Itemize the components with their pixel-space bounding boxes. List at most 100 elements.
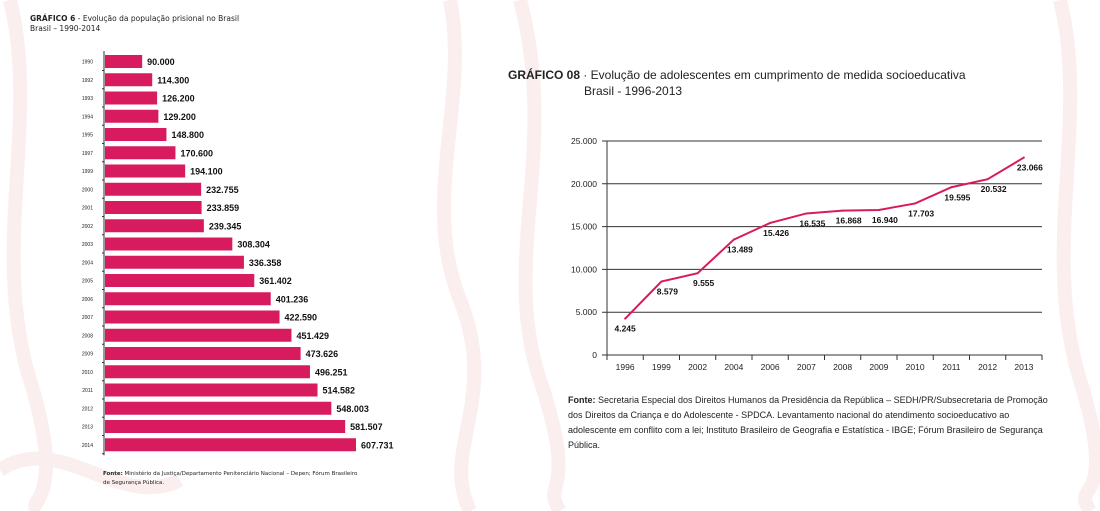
data-label: 16.868 bbox=[836, 216, 862, 226]
x-tick-label: 1999 bbox=[652, 362, 671, 372]
data-label: 607.731 bbox=[361, 440, 394, 450]
right-chart-source: Fonte: Secretaria Especial dos Direitos … bbox=[568, 393, 1058, 453]
data-label: 8.579 bbox=[657, 287, 679, 297]
data-label: 233.859 bbox=[207, 203, 240, 213]
data-point bbox=[732, 238, 735, 241]
data-label: 17.703 bbox=[908, 208, 934, 218]
left-chart-subtitle: Brasil – 1990-2014 bbox=[30, 24, 101, 33]
category-label: 2007 bbox=[82, 315, 93, 321]
category-label: 1994 bbox=[82, 114, 93, 120]
data-label: 16.940 bbox=[872, 215, 898, 225]
data-label: 548.003 bbox=[336, 404, 369, 414]
data-label: 232.755 bbox=[206, 185, 239, 195]
x-tick-label: 2002 bbox=[688, 362, 707, 372]
data-point bbox=[660, 280, 663, 283]
bar bbox=[105, 401, 332, 415]
right-title-bold: GRÁFICO 08 bbox=[508, 68, 581, 82]
data-point bbox=[769, 221, 772, 224]
data-point bbox=[877, 208, 880, 211]
bar bbox=[105, 365, 310, 379]
bar bbox=[105, 438, 356, 452]
data-label: 581.507 bbox=[350, 422, 383, 432]
y-tick-label: 5.000 bbox=[576, 307, 598, 317]
bar bbox=[105, 55, 143, 68]
x-tick-label: 2011 bbox=[942, 362, 961, 372]
data-label: 129.200 bbox=[163, 112, 196, 122]
x-tick-label: 2008 bbox=[833, 362, 852, 372]
bar bbox=[105, 109, 159, 123]
x-tick-label: 2013 bbox=[1014, 362, 1033, 372]
bar bbox=[105, 328, 292, 342]
category-label: 2011 bbox=[82, 388, 93, 394]
data-point bbox=[1022, 156, 1025, 159]
data-label: 114.300 bbox=[157, 75, 189, 85]
bar bbox=[105, 383, 318, 397]
category-label: 2013 bbox=[82, 425, 93, 431]
bar bbox=[105, 91, 158, 105]
category-label: 1993 bbox=[82, 96, 93, 102]
x-tick-label: 2004 bbox=[724, 362, 743, 372]
y-tick-label: 10.000 bbox=[571, 264, 597, 274]
y-tick-label: 0 bbox=[592, 350, 597, 360]
category-label: 2014 bbox=[82, 443, 93, 449]
data-label: 422.590 bbox=[285, 313, 318, 323]
right-title-rest: · Evolução de adolescentes em cumpriment… bbox=[580, 68, 966, 82]
bar bbox=[105, 292, 271, 306]
data-label: 16.535 bbox=[799, 218, 825, 228]
data-label: 473.626 bbox=[306, 349, 339, 359]
data-label: 194.100 bbox=[190, 167, 223, 177]
bar bbox=[105, 73, 153, 87]
category-label: 1992 bbox=[82, 78, 93, 84]
right-source-text: Secretaria Especial dos Direitos Humanos… bbox=[568, 395, 1048, 450]
right-source-bold: Fonte: bbox=[568, 395, 596, 405]
data-label: 451.429 bbox=[296, 331, 329, 341]
data-label: 19.595 bbox=[944, 192, 970, 202]
data-label: 20.532 bbox=[981, 184, 1007, 194]
data-label: 514.582 bbox=[323, 386, 356, 396]
bar bbox=[105, 237, 233, 251]
data-label: 148.800 bbox=[171, 130, 204, 140]
bar bbox=[105, 128, 167, 141]
data-point bbox=[696, 272, 699, 275]
category-label: 2012 bbox=[82, 406, 93, 412]
data-label: 15.426 bbox=[763, 228, 789, 238]
data-label: 13.489 bbox=[727, 245, 753, 255]
bar bbox=[105, 164, 186, 178]
x-tick-label: 2010 bbox=[906, 362, 925, 372]
y-tick-label: 25.000 bbox=[571, 136, 597, 146]
bar bbox=[105, 219, 204, 233]
bar bbox=[105, 420, 346, 433]
category-label: 1990 bbox=[82, 60, 93, 66]
data-label: 23.066 bbox=[1017, 163, 1043, 173]
data-point bbox=[914, 202, 917, 205]
category-label: 2003 bbox=[82, 242, 93, 248]
y-tick-label: 15.000 bbox=[571, 222, 597, 232]
data-point bbox=[841, 209, 844, 212]
category-label: 2001 bbox=[82, 206, 93, 212]
bar bbox=[105, 182, 202, 196]
x-tick-label: 2007 bbox=[797, 362, 816, 372]
x-tick-label: 2012 bbox=[978, 362, 997, 372]
data-label: 496.251 bbox=[315, 367, 348, 377]
category-label: 2005 bbox=[82, 279, 93, 285]
bar bbox=[105, 347, 301, 360]
right-chart-subtitle: Brasil - 1996-2013 bbox=[584, 84, 683, 98]
data-label: 308.304 bbox=[237, 240, 270, 250]
x-tick-label: 2009 bbox=[869, 362, 888, 372]
category-label: 1995 bbox=[82, 133, 93, 139]
left-chart-source: Fonte: Ministério da Justiça/Departament… bbox=[103, 470, 363, 488]
category-label: 2009 bbox=[82, 352, 93, 358]
line-chart: 0 5.000 10.000 15.000 20.000 25.000 1996 4.245 1… bbox=[571, 136, 1043, 372]
left-title-bold: GRÁFICO 6 bbox=[30, 14, 76, 23]
category-label: 1999 bbox=[82, 169, 93, 175]
data-point bbox=[624, 317, 627, 320]
category-label: 1997 bbox=[82, 151, 93, 157]
category-label: 2010 bbox=[82, 370, 93, 376]
category-label: 2006 bbox=[82, 297, 93, 303]
category-label: 2008 bbox=[82, 333, 93, 339]
left-chart-title: GRÁFICO 6 - Evolução da população prisio… bbox=[30, 14, 239, 34]
data-label: 4.245 bbox=[614, 324, 636, 334]
data-label: 9.555 bbox=[693, 278, 715, 288]
bar-chart: 1990 90.000 1992 114.300 1993 126.200 1994 129.… bbox=[82, 51, 394, 456]
